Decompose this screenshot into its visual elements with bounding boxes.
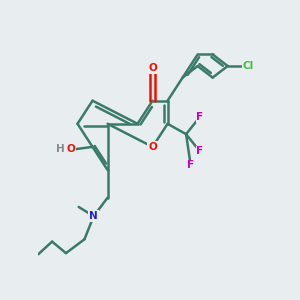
Text: F: F [187,160,194,170]
Text: F: F [196,146,203,157]
Text: O: O [67,144,75,154]
Text: F: F [196,112,203,122]
Text: N: N [89,211,98,221]
Text: O: O [148,142,157,152]
Text: Cl: Cl [243,61,254,71]
Text: H: H [56,144,64,154]
Text: O: O [148,63,157,73]
